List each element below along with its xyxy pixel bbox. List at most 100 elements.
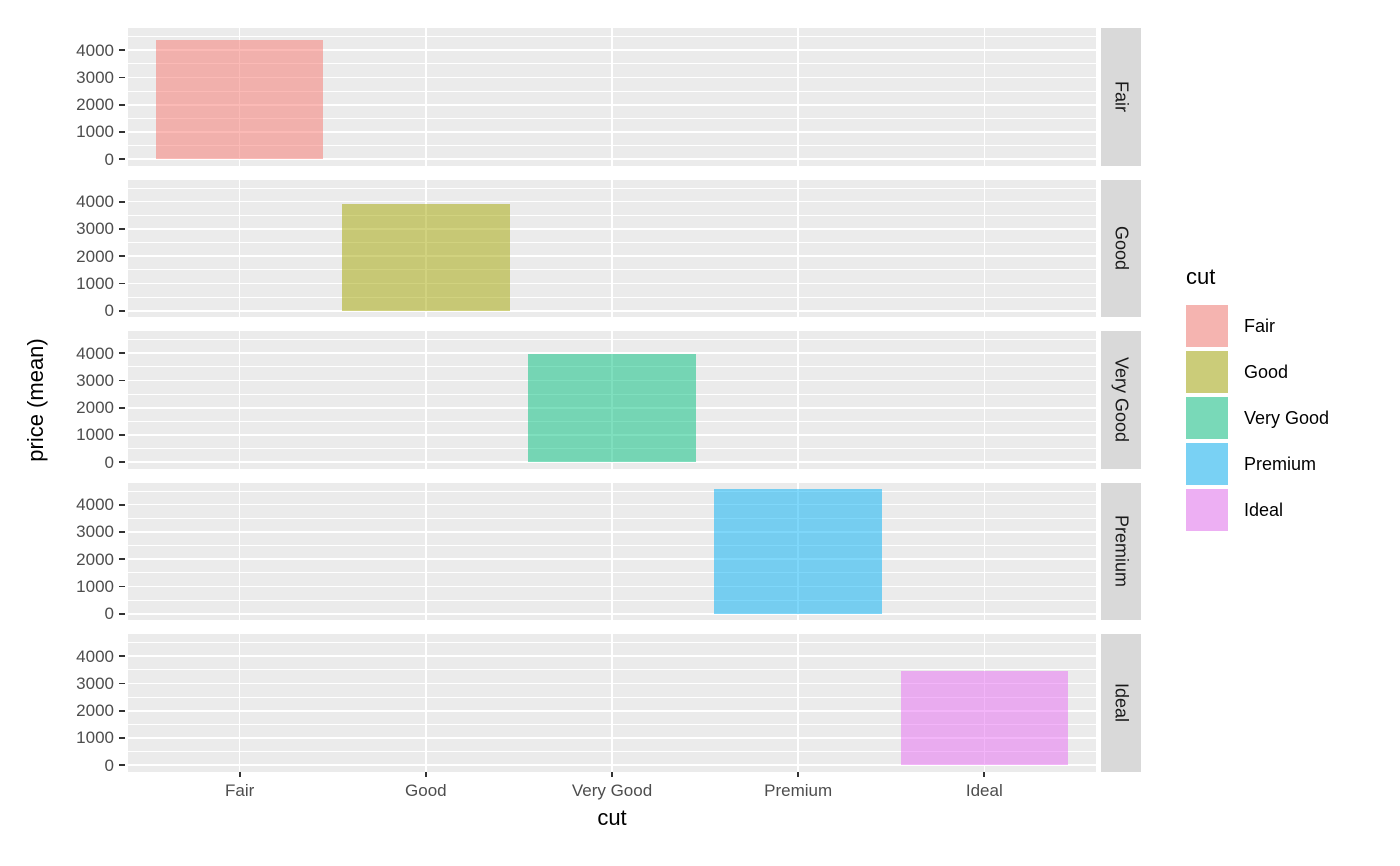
facet-row-fair: 0 1000 2000 3000 4000 Fair: [0, 28, 1400, 169]
legend-item-premium: Premium: [1186, 443, 1329, 485]
y-tick-label: 1000: [76, 576, 114, 596]
y-tick-label: 0: [104, 149, 114, 169]
legend-key-premium: [1186, 443, 1228, 485]
legend-swatch-good: [1186, 351, 1228, 393]
major-gridline-vertical: [983, 179, 986, 317]
x-tick-label-ideal: Ideal: [965, 780, 1003, 800]
major-gridline-vertical: [983, 331, 986, 469]
major-gridline-vertical: [425, 482, 427, 620]
y-tick-label: 2000: [76, 95, 114, 115]
y-tick-label: 1000: [76, 425, 114, 445]
y-tick-mark: [119, 655, 125, 658]
x-tick-label-good: Good: [405, 780, 447, 800]
facet-strip-fair: Fair: [1101, 28, 1141, 166]
major-gridline-vertical: [797, 28, 799, 166]
legend-item-fair: Fair: [1186, 305, 1329, 347]
legend-label: Very Good: [1244, 407, 1330, 428]
x-tick-label-premium: Premium: [764, 780, 833, 800]
y-tick-label: 4000: [76, 40, 114, 60]
x-tick-mark: [424, 771, 427, 777]
bar-ideal: [900, 670, 1069, 766]
major-gridline-vertical: [797, 331, 799, 469]
y-tick-mark: [119, 379, 125, 382]
y-tick-mark: [119, 76, 125, 79]
y-tick-mark: [119, 461, 125, 464]
legend-key-good: [1186, 351, 1228, 393]
facet-panel-premium: [128, 482, 1096, 620]
legend-item-very-good: Very Good: [1186, 397, 1329, 439]
y-tick-mark: [119, 737, 125, 739]
y-tick-mark: [119, 585, 125, 588]
facet-row-ideal: 0 1000 2000 3000 4000 Ideal: [0, 634, 1400, 775]
y-tick-label: 0: [104, 301, 114, 321]
major-gridline-vertical: [797, 634, 799, 772]
legend-item-ideal: Ideal: [1186, 489, 1329, 531]
x-tick-label-fair: Fair: [225, 780, 255, 800]
bar-fair: [155, 40, 324, 160]
legend-label: Premium: [1244, 453, 1317, 474]
y-tick-mark: [119, 531, 125, 533]
y-tick-label: 1000: [76, 728, 114, 748]
major-gridline-vertical: [425, 331, 427, 469]
legend-swatch-ideal: [1186, 489, 1228, 531]
facet-strip-good: Good: [1101, 179, 1141, 317]
y-tick-mark: [119, 200, 125, 203]
y-tick-label: 0: [104, 604, 114, 624]
y-tick-label: 3000: [76, 370, 114, 390]
legend-swatch-very-good: [1186, 397, 1228, 439]
major-gridline-vertical: [611, 634, 613, 772]
legend-label: Fair: [1244, 315, 1275, 336]
facet-strip-premium: Premium: [1101, 482, 1141, 620]
major-gridline-vertical: [238, 482, 241, 620]
y-tick-mark: [119, 131, 125, 133]
y-tick-label: 1000: [76, 122, 114, 142]
y-tick-label: 3000: [76, 673, 114, 693]
major-gridline-vertical: [611, 179, 613, 317]
legend-items: Fair Good Very Good Premium Ideal: [1186, 305, 1329, 531]
legend-swatch-fair: [1186, 305, 1228, 347]
facet-panel-fair: [128, 28, 1096, 166]
y-tick-label: 4000: [76, 646, 114, 666]
y-tick-mark: [119, 558, 125, 561]
x-tick-mark: [238, 771, 241, 777]
facet-strip-very-good: Very Good: [1101, 331, 1141, 469]
y-tick-mark: [119, 764, 125, 767]
major-gridline-vertical: [425, 28, 427, 166]
bar-very-good: [528, 353, 696, 463]
y-tick-label: 2000: [76, 246, 114, 266]
facet-strip-label: Good: [1111, 226, 1132, 271]
y-tick-label: 4000: [76, 192, 114, 212]
x-tick-mark: [611, 771, 613, 777]
legend-swatch-premium: [1186, 443, 1228, 485]
facet-strip-label: Premium: [1111, 515, 1132, 588]
facet-strip-label: Very Good: [1111, 357, 1132, 443]
y-tick-label: 4000: [76, 495, 114, 515]
y-tick-mark: [119, 682, 125, 685]
legend-label: Good: [1244, 361, 1289, 382]
y-tick-mark: [119, 406, 125, 409]
x-axis-title: cut: [597, 805, 627, 830]
facet-row-good: 0 1000 2000 3000 4000 Good: [0, 179, 1400, 321]
facet-panel-ideal: [128, 634, 1096, 772]
y-tick-mark: [119, 434, 125, 436]
y-tick-label: 2000: [76, 549, 114, 569]
facet-strip-label: Ideal: [1111, 683, 1132, 723]
x-tick-mark: [983, 771, 986, 777]
y-tick-mark: [119, 503, 125, 506]
y-tick-mark: [119, 49, 125, 52]
y-tick-mark: [119, 158, 125, 161]
legend-title: cut: [1186, 264, 1216, 289]
y-tick-mark: [119, 228, 125, 230]
y-tick-mark: [119, 612, 125, 615]
bar-premium: [714, 488, 882, 614]
legend-item-good: Good: [1186, 351, 1329, 393]
y-tick-label: 3000: [76, 219, 114, 239]
facet-strip-label: Fair: [1111, 81, 1132, 113]
major-gridline-vertical: [611, 28, 613, 166]
legend: cut Fair Good Very Good Premium Ideal: [1186, 264, 1329, 535]
facet-strip-ideal: Ideal: [1101, 634, 1141, 772]
major-gridline-vertical: [797, 179, 799, 317]
major-gridline-vertical: [983, 482, 986, 620]
y-tick-label: 2000: [76, 398, 114, 418]
